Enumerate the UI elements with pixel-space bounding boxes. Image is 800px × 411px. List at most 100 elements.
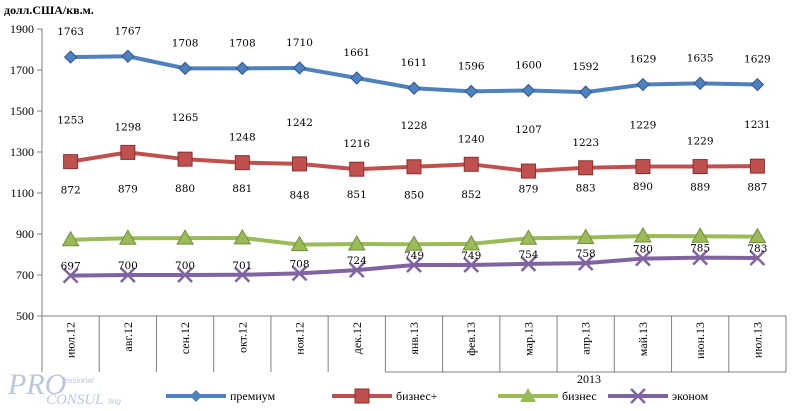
y-tick-label: 1300: [10, 145, 34, 159]
legend-entry-1: премиум: [166, 389, 276, 403]
data-label: 1298: [114, 121, 141, 133]
data-label: 1242: [286, 117, 313, 129]
data-point: [63, 154, 79, 170]
data-label: 1708: [229, 37, 256, 49]
data-point-stroke: [234, 266, 251, 283]
data-point: [233, 228, 252, 245]
data-label: 1229: [630, 120, 657, 132]
data-point: [348, 262, 365, 278]
data-label: 1253: [57, 115, 84, 127]
data-point-stroke: [177, 267, 193, 283]
x-tick-label: май.13: [636, 322, 650, 356]
data-point: [577, 255, 594, 271]
x-tick-label: сен.12: [178, 322, 192, 354]
series-3: [61, 227, 767, 252]
data-point-stroke: [635, 250, 651, 267]
watermark-brand: PRO: [7, 368, 66, 401]
data-label: 1710: [286, 37, 313, 49]
data-point: [406, 257, 422, 273]
data-point: [578, 160, 594, 176]
x-tick-label: апр.13: [579, 322, 593, 355]
data-point: [749, 250, 766, 266]
data-label: 749: [461, 250, 481, 262]
data-label: 754: [518, 249, 538, 261]
data-label: 1228: [401, 120, 428, 132]
data-label: 889: [690, 181, 710, 193]
data-point-stroke: [119, 267, 136, 283]
data-point: [521, 83, 536, 98]
data-label: 890: [633, 181, 653, 193]
data-label: 851: [347, 189, 367, 201]
data-label: 850: [404, 189, 424, 201]
data-label: 724: [347, 255, 367, 267]
data-point: [61, 230, 80, 247]
x-tick-label: мар.13: [521, 322, 535, 356]
data-point: [291, 265, 308, 282]
data-label: 1629: [744, 54, 771, 66]
data-label: 780: [633, 244, 653, 256]
data-point: [120, 144, 136, 160]
data-label: 697: [61, 261, 81, 273]
data-point: [407, 81, 421, 95]
data-point: [177, 151, 193, 167]
y-tick-label: 1500: [10, 104, 34, 118]
data-label: 1629: [630, 54, 657, 66]
legend-marker: [520, 388, 536, 402]
data-point: [235, 61, 250, 76]
data-label: 701: [232, 260, 252, 272]
data-point-stroke: [520, 256, 537, 272]
data-point: [635, 159, 651, 175]
data-label: 1592: [572, 61, 599, 73]
data-point: [292, 61, 307, 75]
data-label: 1240: [458, 133, 485, 145]
data-point: [62, 267, 79, 284]
data-label: 879: [518, 183, 538, 195]
data-label: 1611: [401, 57, 428, 69]
data-point: [463, 156, 479, 172]
axes: 500 700 900 1100 1300 1500 1700 1900 июл.12 авг.1…: [10, 22, 787, 373]
y-tick-label: 500: [16, 309, 34, 323]
data-point: [750, 77, 765, 92]
data-point: [636, 77, 650, 92]
data-point-stroke: [291, 265, 308, 282]
x-tick-label: окт.12: [235, 322, 249, 353]
data-point-stroke: [463, 257, 480, 273]
x-tick-label: июл.13: [750, 322, 764, 358]
data-point: [691, 227, 710, 243]
data-point: [464, 84, 478, 99]
x-tick-label: июн.13: [693, 322, 707, 359]
data-label: 1248: [229, 132, 256, 144]
legend-label: бизнес: [562, 389, 597, 403]
data-label: 872: [61, 185, 81, 197]
data-point: [349, 161, 365, 177]
data-label: 1231: [744, 119, 771, 131]
data-point-stroke: [692, 249, 709, 266]
data-label: 785: [690, 243, 710, 255]
data-label: 1763: [57, 26, 84, 38]
data-point: [118, 229, 137, 245]
data-point-stroke: [577, 255, 594, 271]
legend-marker: [630, 388, 646, 404]
data-point: [692, 249, 709, 266]
data-point: [635, 250, 651, 267]
data-point: [576, 228, 595, 244]
data-label: 883: [576, 182, 596, 194]
data-point: [405, 235, 423, 251]
x-tick-label: ноя.12: [293, 322, 307, 355]
data-label: 1708: [172, 37, 199, 49]
data-point: [519, 229, 538, 245]
data-label: 708: [290, 258, 310, 270]
y-tick-label: 1100: [10, 186, 34, 200]
data-label: 1216: [343, 138, 370, 150]
legend-entry-2: бизнес+: [332, 388, 438, 404]
watermark-logo: PRO fessional CONSUL ting: [7, 368, 121, 408]
data-point: [406, 159, 422, 175]
data-point: [121, 49, 135, 63]
data-label: 1661: [343, 47, 370, 59]
data-point-stroke: [406, 257, 422, 273]
data-label: 1265: [172, 112, 199, 124]
watermark-small2: ting: [108, 397, 121, 406]
watermark-brand2: CONSUL: [46, 392, 104, 408]
x-tick-label: авг.12: [121, 322, 135, 352]
